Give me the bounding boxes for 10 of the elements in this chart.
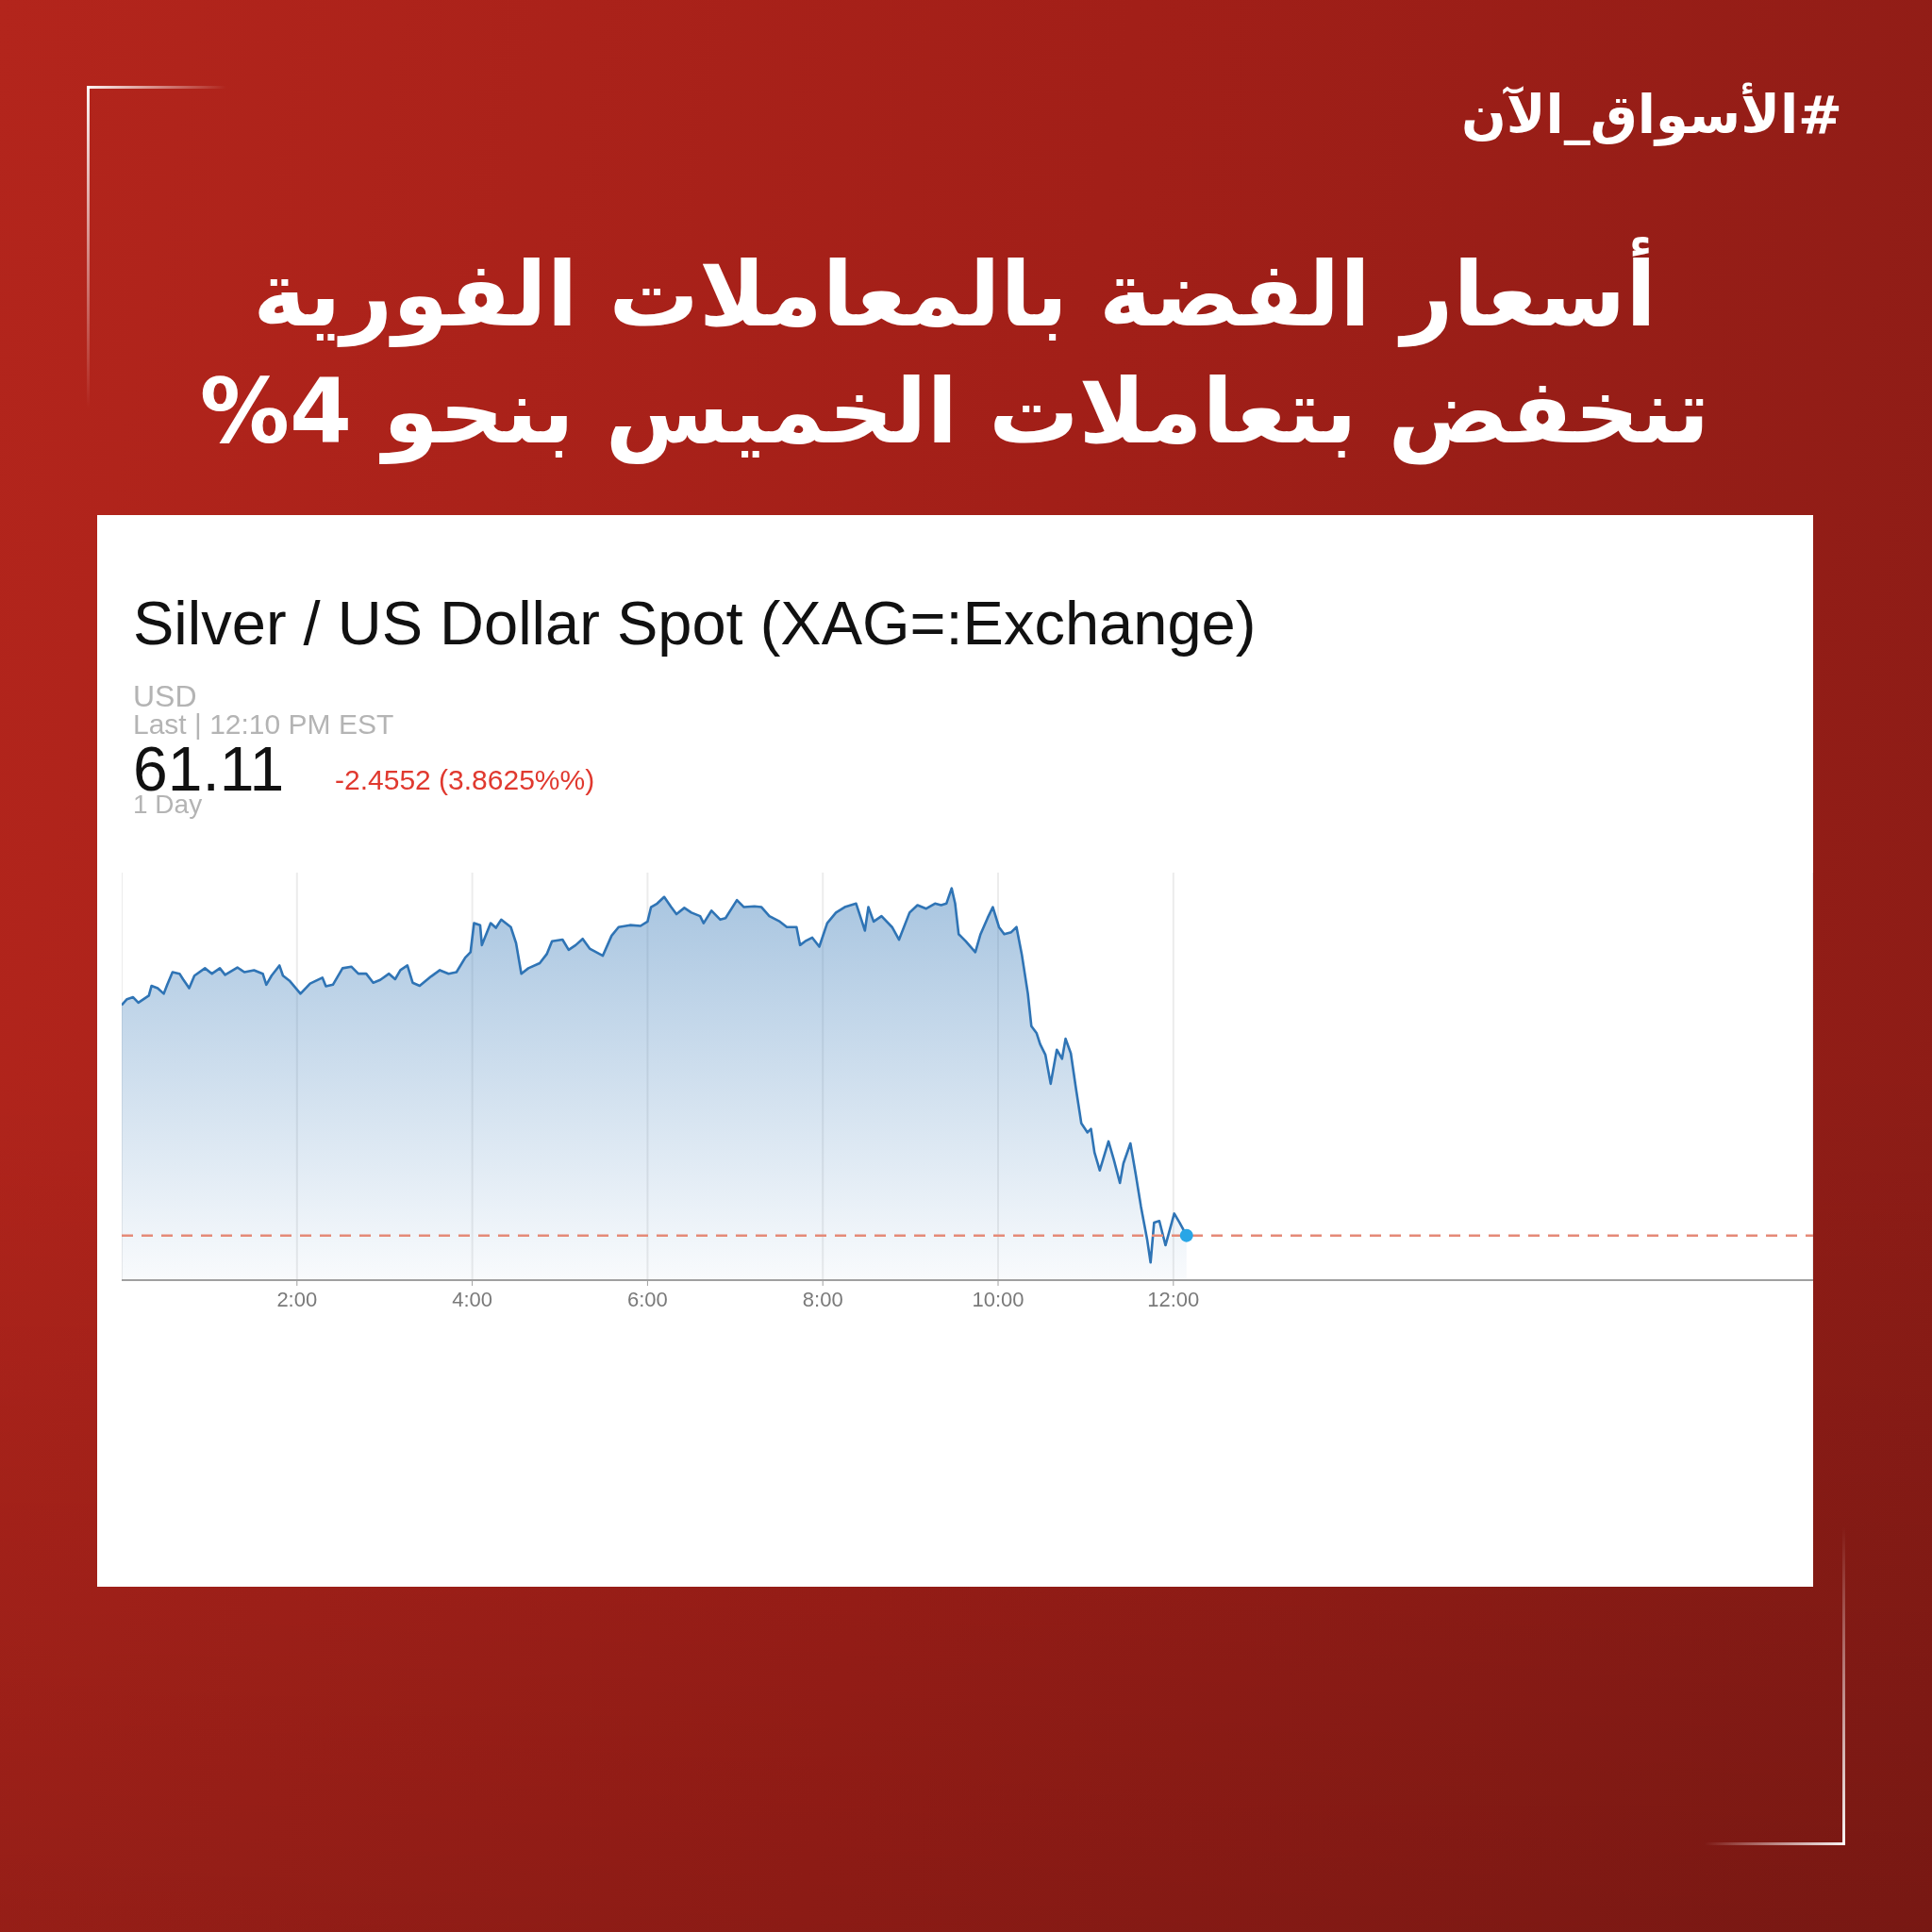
x-tick-label: 8:00 (802, 1287, 843, 1311)
text: #الأسواق_الآن (1461, 83, 1842, 147)
chart-subtitle: Silver / US Dollar Spot (XAG=:Exchange) (133, 589, 1257, 658)
x-tick-label: 10:00 (972, 1287, 1024, 1311)
x-tick-label: 12:00 (1147, 1287, 1200, 1311)
x-tick-label: 6:00 (627, 1287, 668, 1311)
x-tick-label: 2:00 (276, 1287, 318, 1311)
x-tick-label: 4:00 (452, 1287, 493, 1311)
text: -2.4552 (3.8625%%) (335, 764, 595, 795)
chart-title: أسعار الفضة بالمعاملات الفورية تنخفض بتعاملات الخميس بنحو 4% (198, 236, 1711, 467)
